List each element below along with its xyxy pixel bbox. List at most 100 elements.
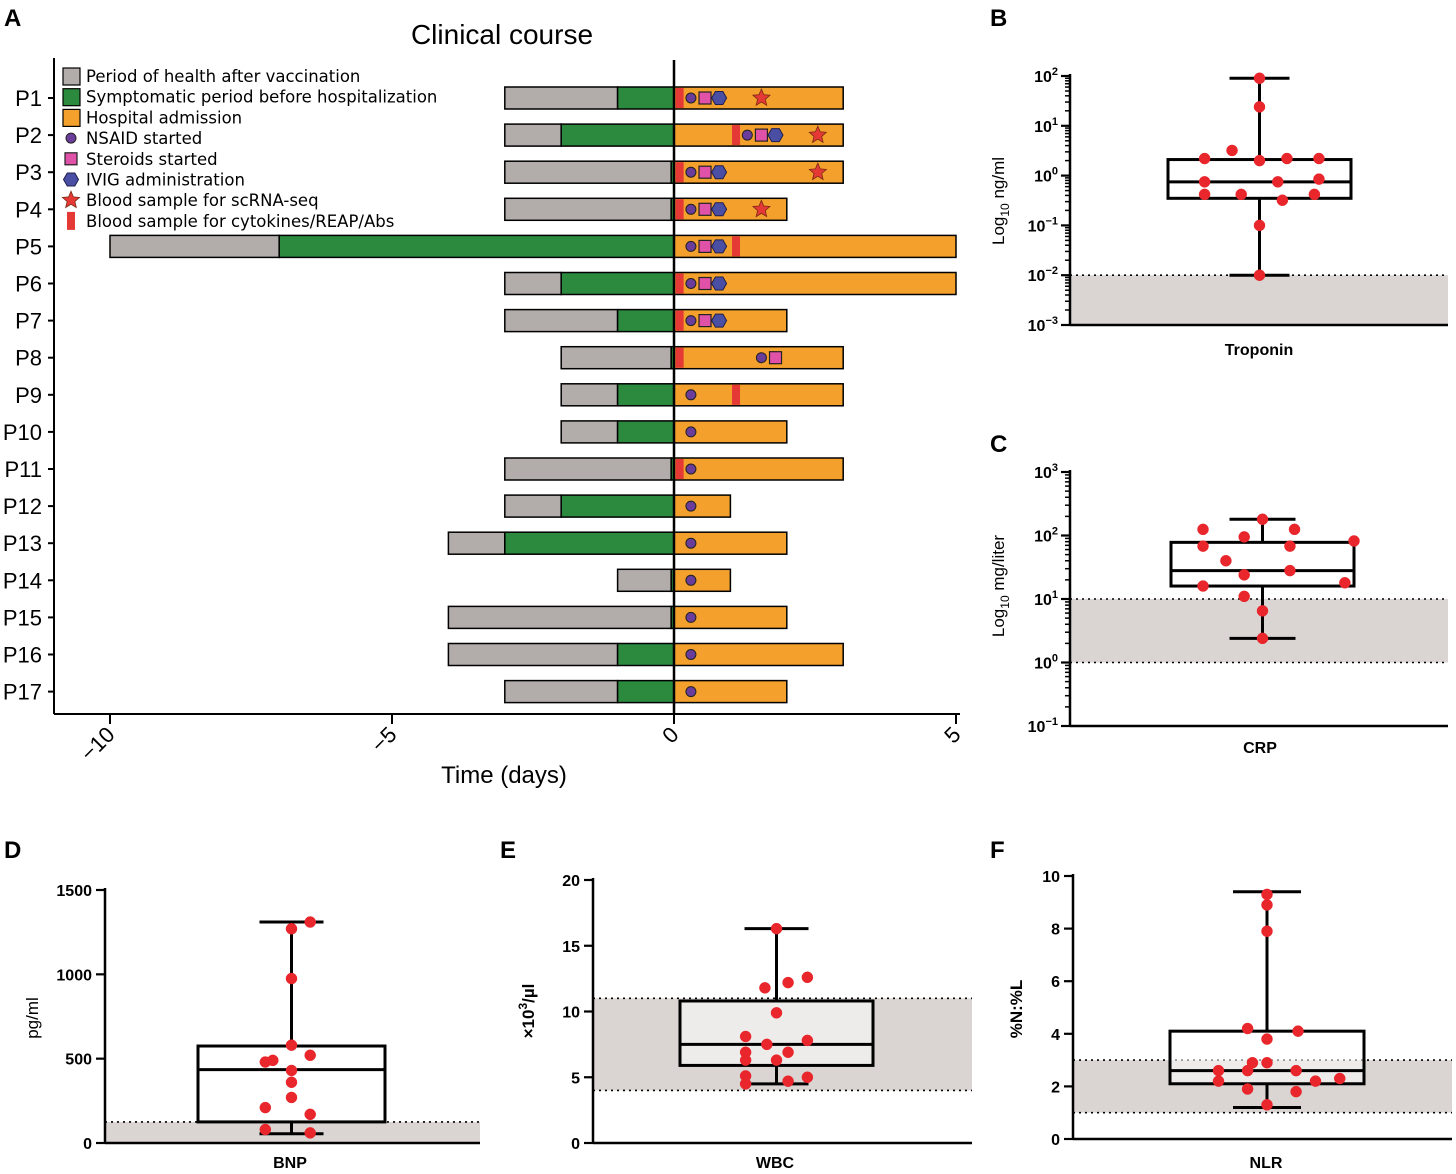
data-point [304,1049,316,1062]
steroids-marker [698,239,712,253]
health-period-bar [560,420,619,444]
data-point [1284,564,1296,577]
data-point [1198,188,1211,201]
data-point [801,1071,814,1083]
crp-chart: 10−1 100 101 102 103 Log10 mg/liter [989,462,1448,736]
data-point [1313,173,1325,185]
blood-sample-marker [675,273,684,294]
y-tick-label: 500 [65,1052,92,1069]
symptomatic-period-bar [616,679,675,704]
y-tick-label: 20 [562,873,580,890]
y-tick-label: 100 [1034,166,1058,186]
symptomatic-period-bar [504,531,675,555]
data-point [1256,605,1269,617]
red-bar-icon [67,211,75,230]
blood-sample-marker [732,384,741,405]
blood-sample-marker [675,88,684,108]
patient-row-p16: P16 [3,642,844,668]
patient-label: P14 [3,568,42,593]
data-point [1197,580,1209,592]
x-tick-label: −5 [366,722,401,757]
nsaid-marker [685,463,697,475]
data-point [759,982,771,994]
y-axis-label: pg/ml [23,997,42,1039]
y-tick-label: 100 [1034,653,1058,673]
y-tick-label: 10 [1042,869,1060,886]
health-period-bar [504,197,672,222]
health-period-bar [504,679,619,704]
steroids-marker [698,276,712,291]
steroids-marker [698,314,712,328]
scrna-marker [751,199,771,218]
ivig-marker [711,239,728,254]
data-point [1256,632,1269,645]
blood-sample-marker [675,347,684,368]
health-period-bar [504,160,672,184]
blood-sample-marker [675,459,684,479]
data-point [1253,219,1266,232]
patient-row-p5: P5 [15,234,957,259]
data-point [782,1075,794,1087]
gray-square-icon [62,67,81,86]
clinical-course-chart: P1 P2 P3 P4 P5 P6 P7 P8 P9 P10 P11 P12 P13 P14 P15 P16 P… [3,58,966,766]
normal-range-band [1070,275,1448,325]
patient-label: P13 [3,531,42,556]
patient-label: P6 [15,272,42,297]
wbc-chart: 0 5 10 15 20 ×103/µl [516,873,972,1153]
nsaid-marker [685,611,697,623]
patient-label: P1 [15,86,42,111]
panel-letter-c: C [990,431,1007,458]
data-point [1284,540,1296,552]
y-tick-label: 10 [562,1005,580,1022]
y-tick-label: 1500 [56,883,92,900]
nsaid-marker [685,686,697,698]
troponin-chart: 10−3 10−2 10−1 100 101 102 Log10 ng/ml [989,66,1448,335]
data-point [1292,1025,1304,1037]
legend-item-hospital: Hospital admission [62,108,242,128]
y-tick-label: 101 [1034,116,1058,136]
pink-square-icon [64,152,78,166]
data-point [1220,555,1232,567]
data-point [1256,513,1269,526]
y-tick-label: 2 [1051,1079,1060,1096]
patient-row-p4: P4 [15,197,788,222]
x-tick-label: −10 [75,722,119,766]
y-tick-label: 102 [1034,66,1058,86]
scrna-marker [808,125,828,144]
data-point [1272,176,1284,188]
data-point [285,923,298,935]
health-period-bar [447,605,672,630]
y-tick-label: 101 [1034,589,1058,609]
data-point [1238,590,1250,603]
nsaid-marker [685,537,697,549]
panel-letter-e: E [500,837,516,864]
steroids-marker [698,202,712,216]
symptomatic-period-bar [616,642,675,667]
data-point [1198,152,1211,165]
data-point [304,1108,316,1121]
patient-label: P4 [15,197,42,222]
patient-label: P16 [3,643,42,668]
ivig-marker [711,202,728,217]
y-tick-label: 1000 [56,967,92,984]
symptomatic-period-bar [616,383,675,407]
data-point [1309,1075,1322,1087]
y-tick-label: 10−2 [1028,265,1058,285]
y-tick-label: 8 [1051,922,1060,939]
y-tick-label: 4 [1051,1027,1060,1044]
data-point [1212,1075,1225,1087]
data-point [739,1054,752,1066]
health-period-bar [504,123,562,147]
hospital-period-bar [673,457,844,481]
nsaid-marker [685,92,697,104]
patient-row-p11: P11 [4,457,844,482]
legend-item-scrna: Blood sample for scRNA-seq [61,190,319,210]
data-point [1313,152,1325,165]
data-point [1253,72,1266,85]
data-point [770,1054,783,1066]
data-point [1226,144,1238,157]
data-point [782,1046,794,1059]
orange-square-icon [62,108,81,128]
data-point [1261,925,1273,937]
patient-label: P7 [15,309,42,334]
